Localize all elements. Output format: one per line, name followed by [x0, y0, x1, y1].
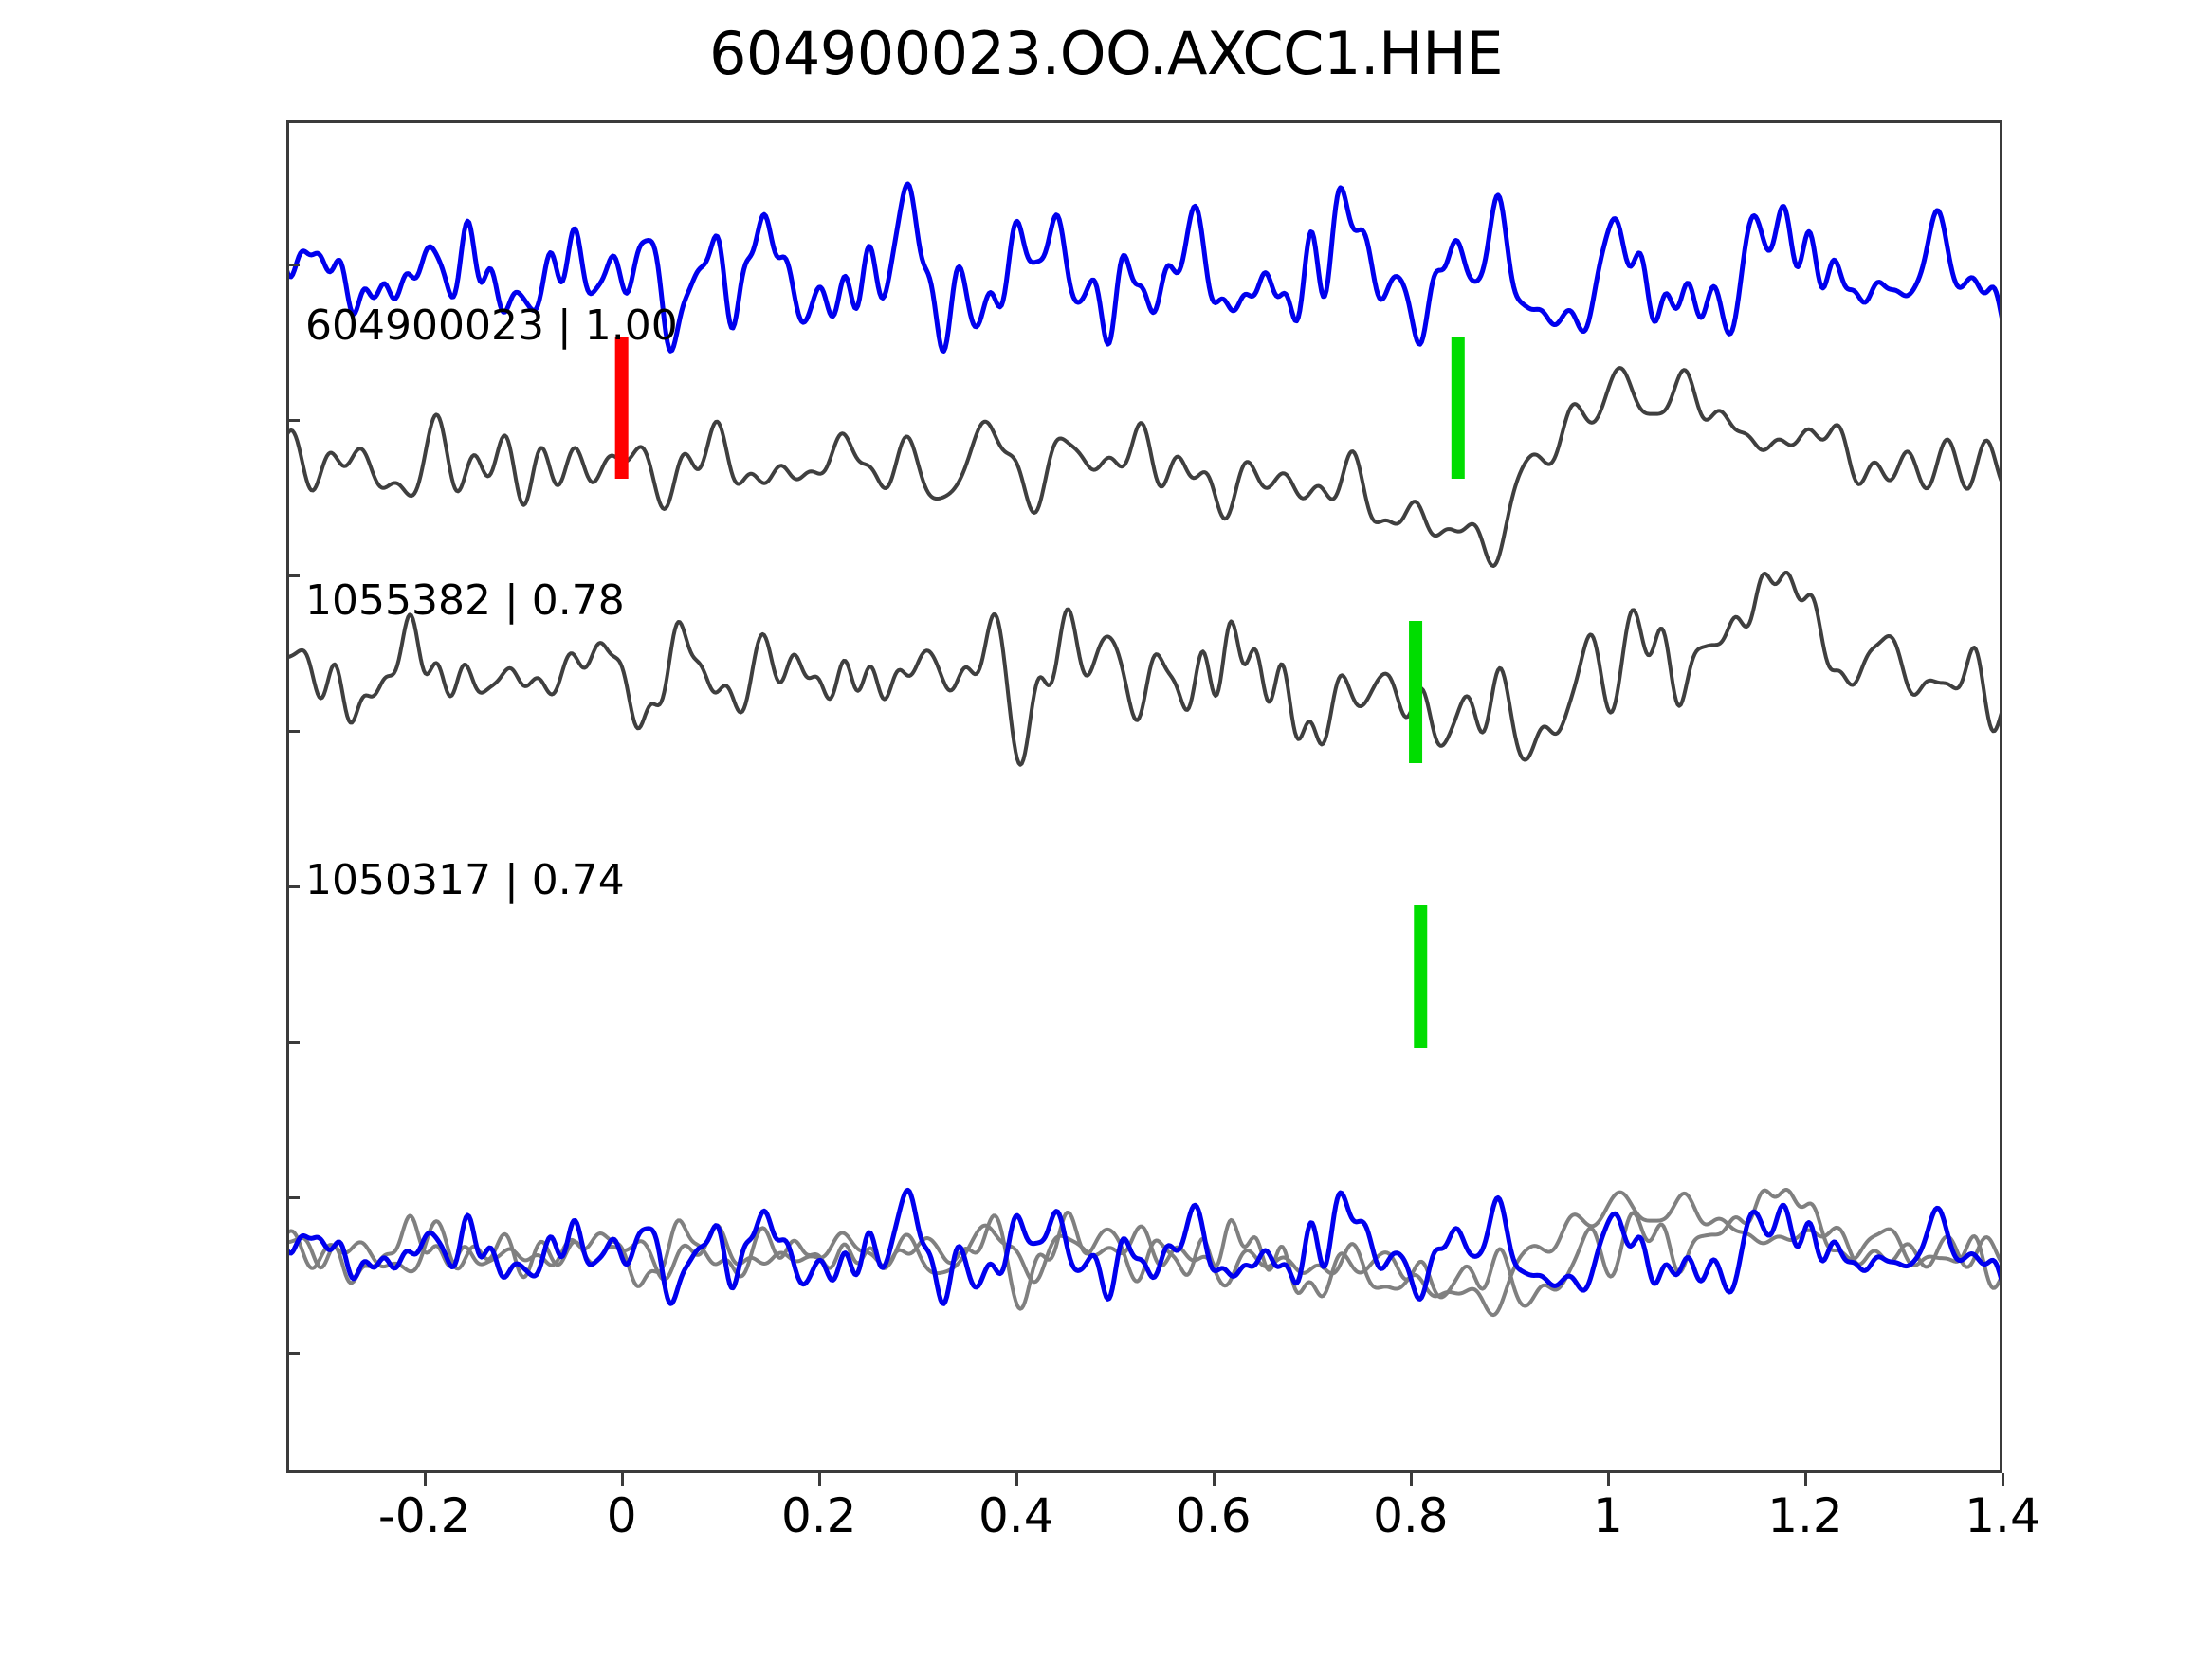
markers-group	[614, 337, 1465, 1048]
detection-marker	[1414, 905, 1428, 1048]
x-tick-label: 0	[606, 1488, 637, 1543]
trace-1055382	[286, 366, 2002, 568]
x-tick-mark	[1409, 1473, 1413, 1486]
y-tick-mark	[286, 1196, 300, 1199]
page-title: 604900023.OO.AXCC1.HHE	[708, 19, 1504, 88]
y-tick-mark	[286, 574, 300, 577]
detection-marker	[1451, 337, 1465, 479]
trace-label-604900023: 604900023 | 1.00	[305, 301, 678, 350]
x-tick-label: 1.2	[1767, 1488, 1843, 1543]
x-tick-mark	[620, 1473, 624, 1486]
waveform-canvas	[286, 181, 2002, 1318]
x-tick-mark	[1212, 1473, 1216, 1486]
trace-604900023	[286, 181, 2002, 354]
x-tick-label: -0.2	[377, 1488, 471, 1543]
y-tick-mark	[286, 419, 300, 422]
x-tick-mark	[423, 1473, 427, 1486]
y-tick-mark	[286, 264, 300, 266]
y-tick-mark	[286, 1041, 300, 1044]
x-tick-mark	[1803, 1473, 1807, 1486]
x-tick-label: 1.4	[1965, 1488, 2040, 1543]
trace-label-1055382: 1055382 | 0.78	[305, 576, 625, 625]
y-tick-mark	[286, 1352, 300, 1355]
trace-label-1050317: 1050317 | 0.74	[305, 856, 625, 904]
traces-group	[286, 181, 2002, 1318]
x-tick-label: 0.4	[978, 1488, 1054, 1543]
trace-1050317	[286, 571, 2002, 767]
x-tick-label: 0.6	[1176, 1488, 1252, 1543]
detection-marker	[1409, 621, 1423, 763]
y-tick-mark	[286, 885, 300, 888]
overlay-trace-604900023	[286, 1187, 2002, 1306]
overlay-trace-1055382	[286, 1190, 2002, 1318]
x-tick-label: 0.8	[1373, 1488, 1449, 1543]
pick-marker	[614, 337, 629, 479]
x-tick-mark	[2002, 1473, 2004, 1486]
x-tick-mark	[817, 1473, 821, 1486]
x-tick-label: 0.2	[780, 1488, 857, 1543]
x-tick-mark	[1606, 1473, 1610, 1486]
x-tick-mark	[1015, 1473, 1018, 1486]
y-tick-mark	[286, 730, 300, 733]
x-tick-label: 1	[1593, 1488, 1623, 1543]
